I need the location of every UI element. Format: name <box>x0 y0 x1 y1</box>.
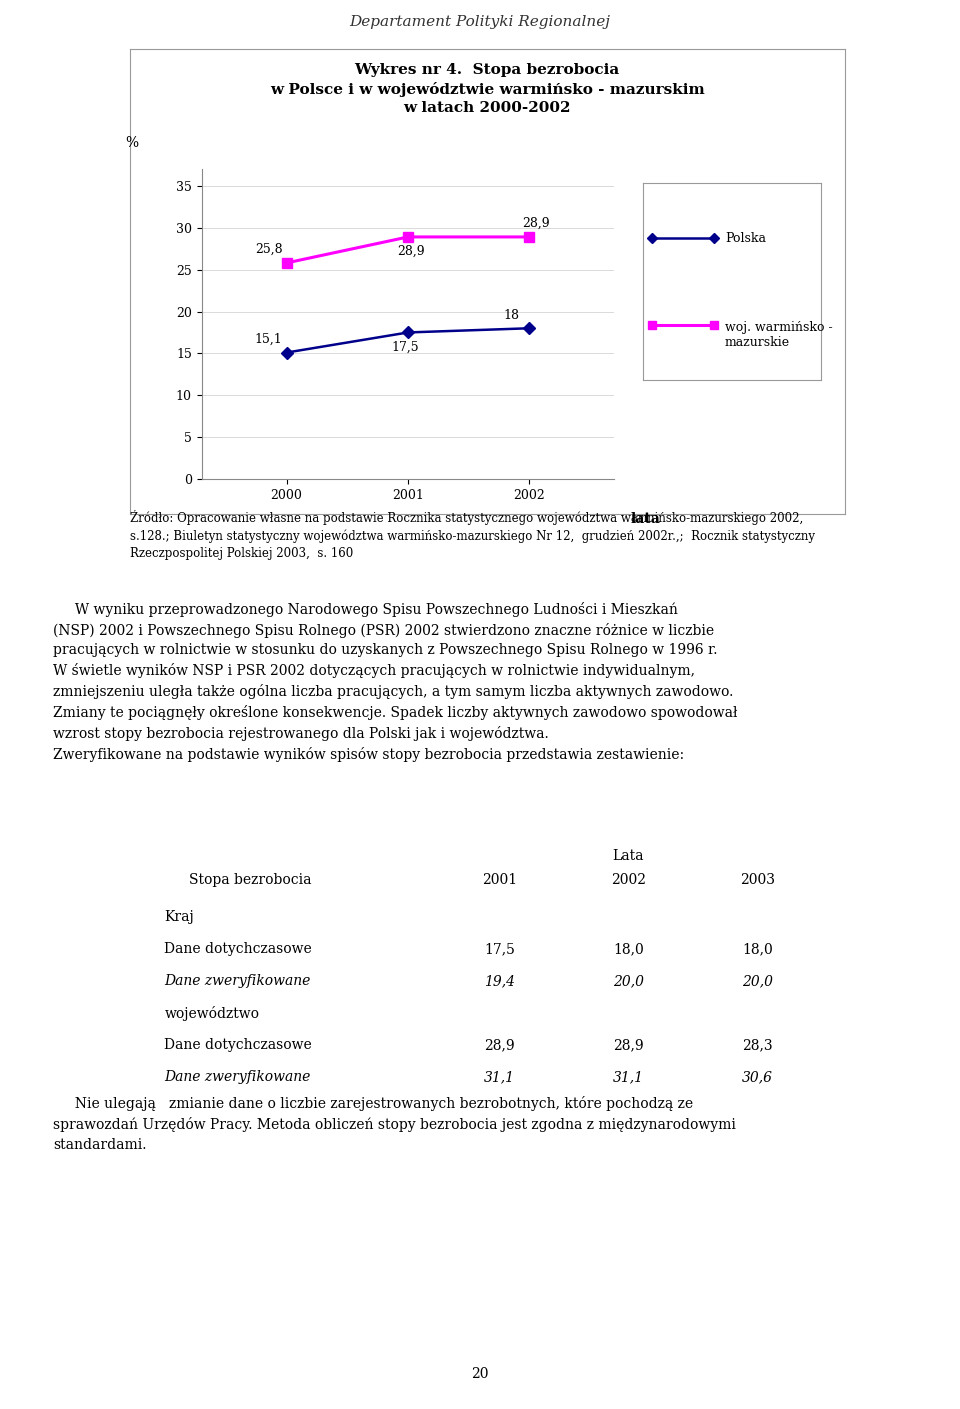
Text: 28,9: 28,9 <box>397 245 424 258</box>
Text: 19,4: 19,4 <box>484 975 516 988</box>
Text: lata: lata <box>631 513 660 527</box>
Text: W wyniku przeprowadzonego Narodowego Spisu Powszechnego Ludności i Mieszkań
(NSP: W wyniku przeprowadzonego Narodowego Spi… <box>53 602 737 762</box>
Text: 17,5: 17,5 <box>392 341 419 354</box>
Text: 18: 18 <box>503 309 519 321</box>
Text: 31,1: 31,1 <box>484 1071 516 1085</box>
Text: 28,9: 28,9 <box>522 217 550 230</box>
Text: województwo: województwo <box>164 1006 259 1022</box>
Text: Dane zweryfikowane: Dane zweryfikowane <box>164 975 311 988</box>
Text: 2002: 2002 <box>611 874 646 888</box>
Text: 28,9: 28,9 <box>484 1038 515 1053</box>
Text: Dane dotychczasowe: Dane dotychczasowe <box>164 943 312 957</box>
Text: Polska: Polska <box>725 232 766 245</box>
Text: 18,0: 18,0 <box>613 943 644 957</box>
Text: 17,5: 17,5 <box>484 943 515 957</box>
Text: 20,0: 20,0 <box>613 975 644 988</box>
Text: 20: 20 <box>471 1367 489 1381</box>
Text: 31,1: 31,1 <box>613 1071 644 1085</box>
Text: 28,3: 28,3 <box>742 1038 773 1053</box>
Text: 2001: 2001 <box>482 874 517 888</box>
Text: woj. warmińsko -
mazurskie: woj. warmińsko - mazurskie <box>725 321 832 349</box>
Text: 18,0: 18,0 <box>742 943 773 957</box>
Text: Wykres nr 4.  Stopa bezrobocia
w Polsce i w województwie warmińsko - mazurskim
w: Wykres nr 4. Stopa bezrobocia w Polsce i… <box>270 63 705 116</box>
Text: 2003: 2003 <box>740 874 775 888</box>
Text: Lata: Lata <box>612 848 644 862</box>
Text: 20,0: 20,0 <box>742 975 773 988</box>
Text: 30,6: 30,6 <box>742 1071 773 1085</box>
Text: Dane zweryfikowane: Dane zweryfikowane <box>164 1071 311 1085</box>
Text: Nie ulegają   zmianie dane o liczbie zarejestrowanych bezrobotnych, które pochod: Nie ulegają zmianie dane o liczbie zarej… <box>53 1096 735 1151</box>
Text: %: % <box>125 137 138 151</box>
Text: Dane dotychczasowe: Dane dotychczasowe <box>164 1038 312 1053</box>
Text: 15,1: 15,1 <box>254 333 282 345</box>
Text: Departament Polityki Regionalnej: Departament Polityki Regionalnej <box>349 15 611 30</box>
Text: Kraj: Kraj <box>164 910 194 924</box>
Text: Stopa bezrobocia: Stopa bezrobocia <box>189 874 312 888</box>
Text: Źródło: Opracowanie własne na podstawie Rocznika statystycznego województwa warm: Źródło: Opracowanie własne na podstawie … <box>130 510 815 559</box>
Text: 28,9: 28,9 <box>613 1038 644 1053</box>
Text: 25,8: 25,8 <box>254 244 282 256</box>
